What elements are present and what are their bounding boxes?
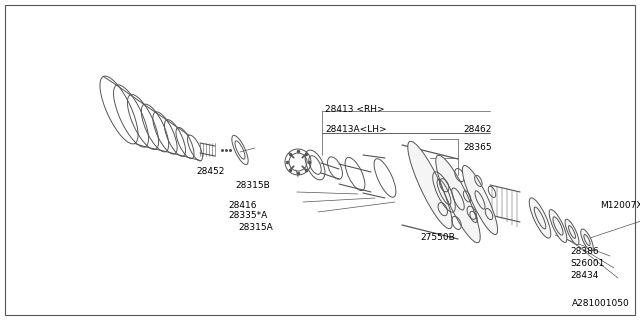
Ellipse shape xyxy=(565,219,579,245)
Text: 27550B: 27550B xyxy=(420,234,455,243)
Text: 28416: 28416 xyxy=(228,201,257,210)
Ellipse shape xyxy=(462,165,498,235)
Text: M12007X: M12007X xyxy=(600,201,640,210)
Ellipse shape xyxy=(408,141,452,229)
Text: 28452: 28452 xyxy=(196,167,225,177)
Text: 28315B: 28315B xyxy=(235,180,269,189)
Text: 28413 <RH>: 28413 <RH> xyxy=(325,106,385,115)
Ellipse shape xyxy=(549,210,567,243)
Ellipse shape xyxy=(436,155,480,243)
Text: 28413A<LH>: 28413A<LH> xyxy=(325,125,387,134)
Text: 28335*A: 28335*A xyxy=(228,212,268,220)
Ellipse shape xyxy=(529,198,551,238)
Text: 28434: 28434 xyxy=(570,270,598,279)
Text: 28365: 28365 xyxy=(463,143,492,153)
Text: 28462: 28462 xyxy=(463,125,492,134)
Text: A281001050: A281001050 xyxy=(572,299,630,308)
Text: 28386: 28386 xyxy=(570,247,598,257)
Ellipse shape xyxy=(580,229,593,251)
Text: S26001: S26001 xyxy=(570,260,604,268)
Text: 28315A: 28315A xyxy=(238,223,273,233)
